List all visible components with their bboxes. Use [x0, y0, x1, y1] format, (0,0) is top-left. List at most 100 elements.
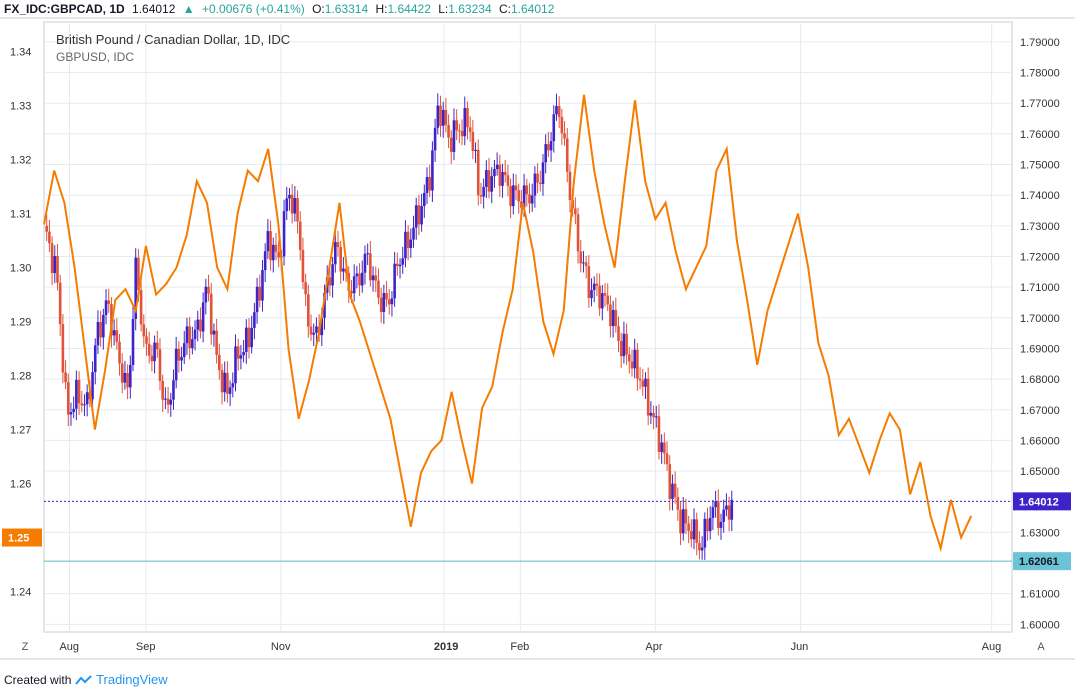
candle-body	[274, 244, 278, 252]
candle-body	[363, 253, 367, 273]
tradingview-logo-icon[interactable]	[74, 673, 96, 687]
candle-body	[538, 182, 542, 184]
footer: Created with TradingView	[4, 672, 168, 687]
candle-body	[315, 326, 318, 333]
candle-body	[115, 330, 119, 342]
candle-body	[80, 403, 84, 406]
candle-body	[665, 453, 669, 465]
candle-body	[118, 341, 121, 364]
candle-body	[45, 225, 48, 232]
candle-body	[619, 341, 623, 357]
candle-body	[474, 149, 477, 151]
symbol-header: FX_IDC:GBPCAD, 1D 1.64012 ▲ +0.00676 (+0…	[4, 2, 558, 16]
tradingview-brand[interactable]: TradingView	[96, 672, 168, 687]
candle-body	[563, 133, 566, 139]
candle-body	[56, 256, 59, 283]
candle-body	[482, 186, 485, 197]
change-value: +0.00676 (+0.41%)	[202, 2, 305, 16]
candle-body	[377, 280, 380, 298]
candle-body	[444, 109, 448, 125]
candle-body	[673, 483, 677, 498]
candle-body	[536, 173, 539, 183]
candle-body	[61, 324, 65, 373]
candle-body	[703, 518, 707, 548]
x-axis-tick-label: 2019	[434, 641, 458, 653]
candle-body	[261, 270, 264, 301]
candle-body	[547, 144, 550, 151]
candle-body	[544, 144, 547, 163]
candle-body	[476, 149, 480, 196]
candle-body	[420, 206, 423, 225]
candle-body	[730, 499, 734, 520]
right-axis-tick-label: 1.68000	[1020, 374, 1060, 386]
x-axis-tick-label: Nov	[271, 641, 291, 653]
candle-body	[630, 361, 634, 369]
left-axis-tick-label: 1.26	[10, 479, 31, 491]
candle-body	[196, 319, 200, 330]
candle-body	[342, 268, 345, 272]
x-axis-tick-label: Sep	[136, 641, 156, 653]
candle-body	[493, 169, 496, 177]
candle-body	[360, 272, 364, 286]
candle-body	[374, 275, 378, 281]
candle-body	[172, 380, 175, 400]
left-axis-toggle-button[interactable]: Z	[21, 641, 29, 653]
candle-body	[695, 519, 699, 543]
right-axis-tick-label: 1.78000	[1020, 68, 1060, 80]
candle-body	[466, 108, 469, 128]
candle-body	[681, 509, 685, 534]
candle-body	[177, 348, 181, 361]
candle-body	[129, 365, 132, 388]
candle-body	[458, 130, 461, 132]
candle-body	[107, 300, 111, 305]
auto-scale-button[interactable]: A	[1037, 641, 1045, 653]
candle-body	[142, 324, 146, 337]
candle-body	[199, 319, 202, 332]
candle-body	[296, 198, 299, 222]
right-axis-tick-label: 1.77000	[1020, 98, 1060, 110]
right-axis-tick-label: 1.60000	[1020, 619, 1060, 631]
right-axis-tick-label: 1.76000	[1020, 129, 1060, 141]
candle-body	[220, 370, 224, 393]
candle-body	[50, 243, 54, 274]
candle-body	[290, 194, 294, 214]
candle-body	[698, 542, 701, 551]
candle-body	[277, 251, 280, 258]
close-label: C:	[498, 2, 511, 16]
candle-body	[398, 264, 402, 267]
candle-body	[188, 326, 191, 349]
candle-body	[131, 318, 135, 366]
candle-body	[428, 177, 432, 191]
candle-body	[646, 378, 650, 416]
candle-body	[215, 330, 218, 355]
candle-body	[304, 282, 307, 295]
candle-body	[463, 108, 467, 137]
candle-body	[331, 264, 334, 286]
reference-level-badge: 1.62061	[1019, 556, 1059, 568]
candle-body	[69, 412, 73, 415]
left-axis-tick-label: 1.28	[10, 371, 31, 383]
left-axis-tick-label: 1.33	[10, 101, 31, 113]
candle-body	[352, 276, 356, 294]
candle-body	[223, 372, 227, 393]
candle-body	[204, 286, 208, 303]
candle-body	[706, 518, 709, 532]
candle-body	[636, 349, 639, 379]
candle-body	[708, 517, 712, 532]
left-axis-tick-label: 1.29	[10, 317, 31, 329]
candle-body	[552, 114, 556, 142]
candle-body	[555, 106, 558, 115]
candle-body	[717, 501, 720, 528]
candle-body	[431, 150, 434, 191]
candle-body	[77, 379, 81, 404]
candle-body	[638, 378, 642, 381]
candle-body	[671, 483, 674, 499]
candle-body	[263, 251, 267, 271]
candle-body	[579, 251, 583, 264]
candle-body	[134, 257, 138, 319]
candle-body	[239, 355, 243, 359]
candle-body	[711, 507, 715, 518]
plot-border	[43, 21, 1013, 633]
